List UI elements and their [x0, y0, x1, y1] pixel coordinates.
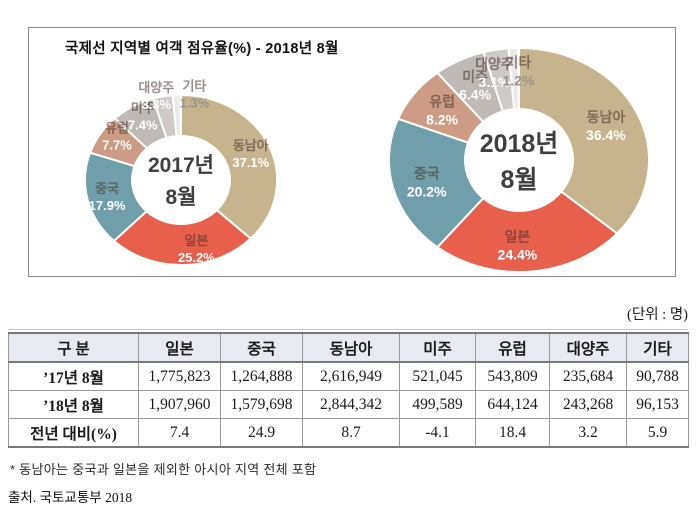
data-cell: 1,907,960 — [138, 390, 221, 419]
data-cell: 1,264,888 — [220, 361, 303, 391]
data-cell: 3.2 — [549, 418, 627, 448]
data-cell: 1,775,823 — [138, 361, 221, 391]
data-cell: 8.7 — [302, 418, 400, 448]
table-row: ’18년 8월 1,907,960 1,579,698 2,844,342 499,58… — [8, 390, 689, 419]
header-cell: 구 분 — [8, 332, 139, 363]
slice-label-중국: 중국 20.2% — [407, 166, 447, 200]
table-row: 전년 대비(%) 7.4 24.9 8.7 -4.1 18.4 3.2 5.9 — [8, 418, 689, 448]
slice-label-유럽: 유럽 7.7% — [102, 120, 132, 152]
donut-charts: 동남아 37.1% 일본 25.2% 중국 17.9% 유럽 7.7%미주 7.4%대양주 3.3… — [84, 47, 651, 273]
data-cell: 644,124 — [475, 390, 550, 419]
row-label: ’17년 8월 — [8, 361, 139, 391]
slice-label-중국: 중국 17.9% — [89, 181, 126, 213]
slice-label-일본: 일본 24.4% — [498, 229, 538, 263]
data-cell: 243,268 — [549, 390, 627, 419]
slice-label-동남아: 동남아 36.4% — [586, 109, 626, 143]
slice-label-미주: 미주 6.4% — [459, 69, 491, 103]
slice-label-대양주: 대양주 3.3% — [138, 80, 174, 112]
slice-label-동남아: 동남아 37.1% — [232, 138, 269, 170]
table-head: 구 분 일본 중국 동남아 미주 유럽 대양주 기타 — [8, 332, 689, 363]
data-cell: -4.1 — [399, 418, 476, 448]
header-cell: 대양주 — [549, 332, 627, 363]
data-cell: 2,616,949 — [302, 361, 400, 391]
source: 출처. 국토교통부 2018 — [8, 490, 133, 505]
data-cell: 2,844,342 — [302, 390, 400, 419]
slice-label-일본: 일본 25.2% — [178, 233, 215, 265]
slice-동남아 — [518, 47, 651, 235]
data-cell: 235,684 — [549, 361, 627, 391]
donut-center-label: 2017년 — [148, 154, 214, 177]
data-cell: 5.9 — [626, 418, 689, 448]
row-label: ’18년 8월 — [8, 390, 139, 419]
donut-chart-2018: 동남아 36.4% 일본 24.4% 중국 20.2% 유럽 8.2%미주 6.4%대양주 3.1… — [388, 47, 651, 273]
table-wrap: 구 분 일본 중국 동남아 미주 유럽 대양주 기타 ’17년 8월 1,775,823 1,26… — [8, 329, 689, 448]
header-cell: 동남아 — [302, 332, 400, 363]
slice-label-유럽: 유럽 8.2% — [426, 94, 458, 128]
header-cell: 일본 — [138, 332, 221, 363]
slice-동남아 — [180, 94, 279, 240]
footnote: * 동남아는 중국과 일본을 제외한 아시아 지역 전체 포함 — [10, 462, 317, 477]
slice-일본 — [436, 159, 619, 273]
chart-panel: 동남아 37.1% 일본 25.2% 중국 17.9% 유럽 7.7% 미주 7.4% 대양주 3.3… — [28, 27, 676, 277]
data-cell: 543,809 — [475, 361, 550, 391]
data-cell: 90,788 — [626, 361, 689, 391]
data-cell: 7.4 — [138, 418, 221, 448]
donut-chart-2017: 동남아 37.1% 일본 25.2% 중국 17.9% 유럽 7.7%미주 7.4%대양주 3.3… — [84, 78, 279, 267]
data-cell: 18.4 — [475, 418, 550, 448]
donut-hole — [464, 108, 574, 212]
header-cell: 중국 — [220, 332, 303, 363]
row-label: 전년 대비(%) — [8, 418, 139, 448]
header-cell: 미주 — [399, 332, 476, 363]
header-cell: 기타 — [626, 332, 689, 363]
header-cell: 유럽 — [475, 332, 550, 363]
slice-label-대양주: 대양주 3.1% — [475, 56, 514, 90]
slice-label-미주: 미주 7.4% — [128, 100, 158, 132]
data-cell: 499,589 — [399, 390, 476, 419]
donut-hole — [131, 135, 231, 225]
donut-center-label: 8월 — [166, 186, 197, 209]
chart-title: 국제선 지역별 여객 점유율(%) - 2018년 8월 — [65, 41, 339, 57]
data-cell: 521,045 — [399, 361, 476, 391]
table-header-row: 구 분 일본 중국 동남아 미주 유럽 대양주 기타 — [8, 332, 689, 363]
data-table: 구 분 일본 중국 동남아 미주 유럽 대양주 기타 ’17년 8월 1,775,823 1,26… — [8, 332, 689, 448]
data-cell: 96,153 — [626, 390, 689, 419]
data-cell: 24.9 — [220, 418, 303, 448]
slice-label-기타: 기타 1.2% — [502, 55, 534, 89]
table-row: ’17년 8월 1,775,823 1,264,888 2,616,949 521,04… — [8, 361, 689, 391]
slice-label-기타: 기타 1.3% — [180, 78, 210, 110]
donut-center-label: 8월 — [501, 166, 538, 194]
table-body: ’17년 8월 1,775,823 1,264,888 2,616,949 521,04… — [8, 361, 689, 448]
unit-label: (단위 : 명) — [627, 307, 688, 323]
donut-center-label: 2018년 — [480, 130, 559, 158]
data-cell: 1,579,698 — [220, 390, 303, 419]
